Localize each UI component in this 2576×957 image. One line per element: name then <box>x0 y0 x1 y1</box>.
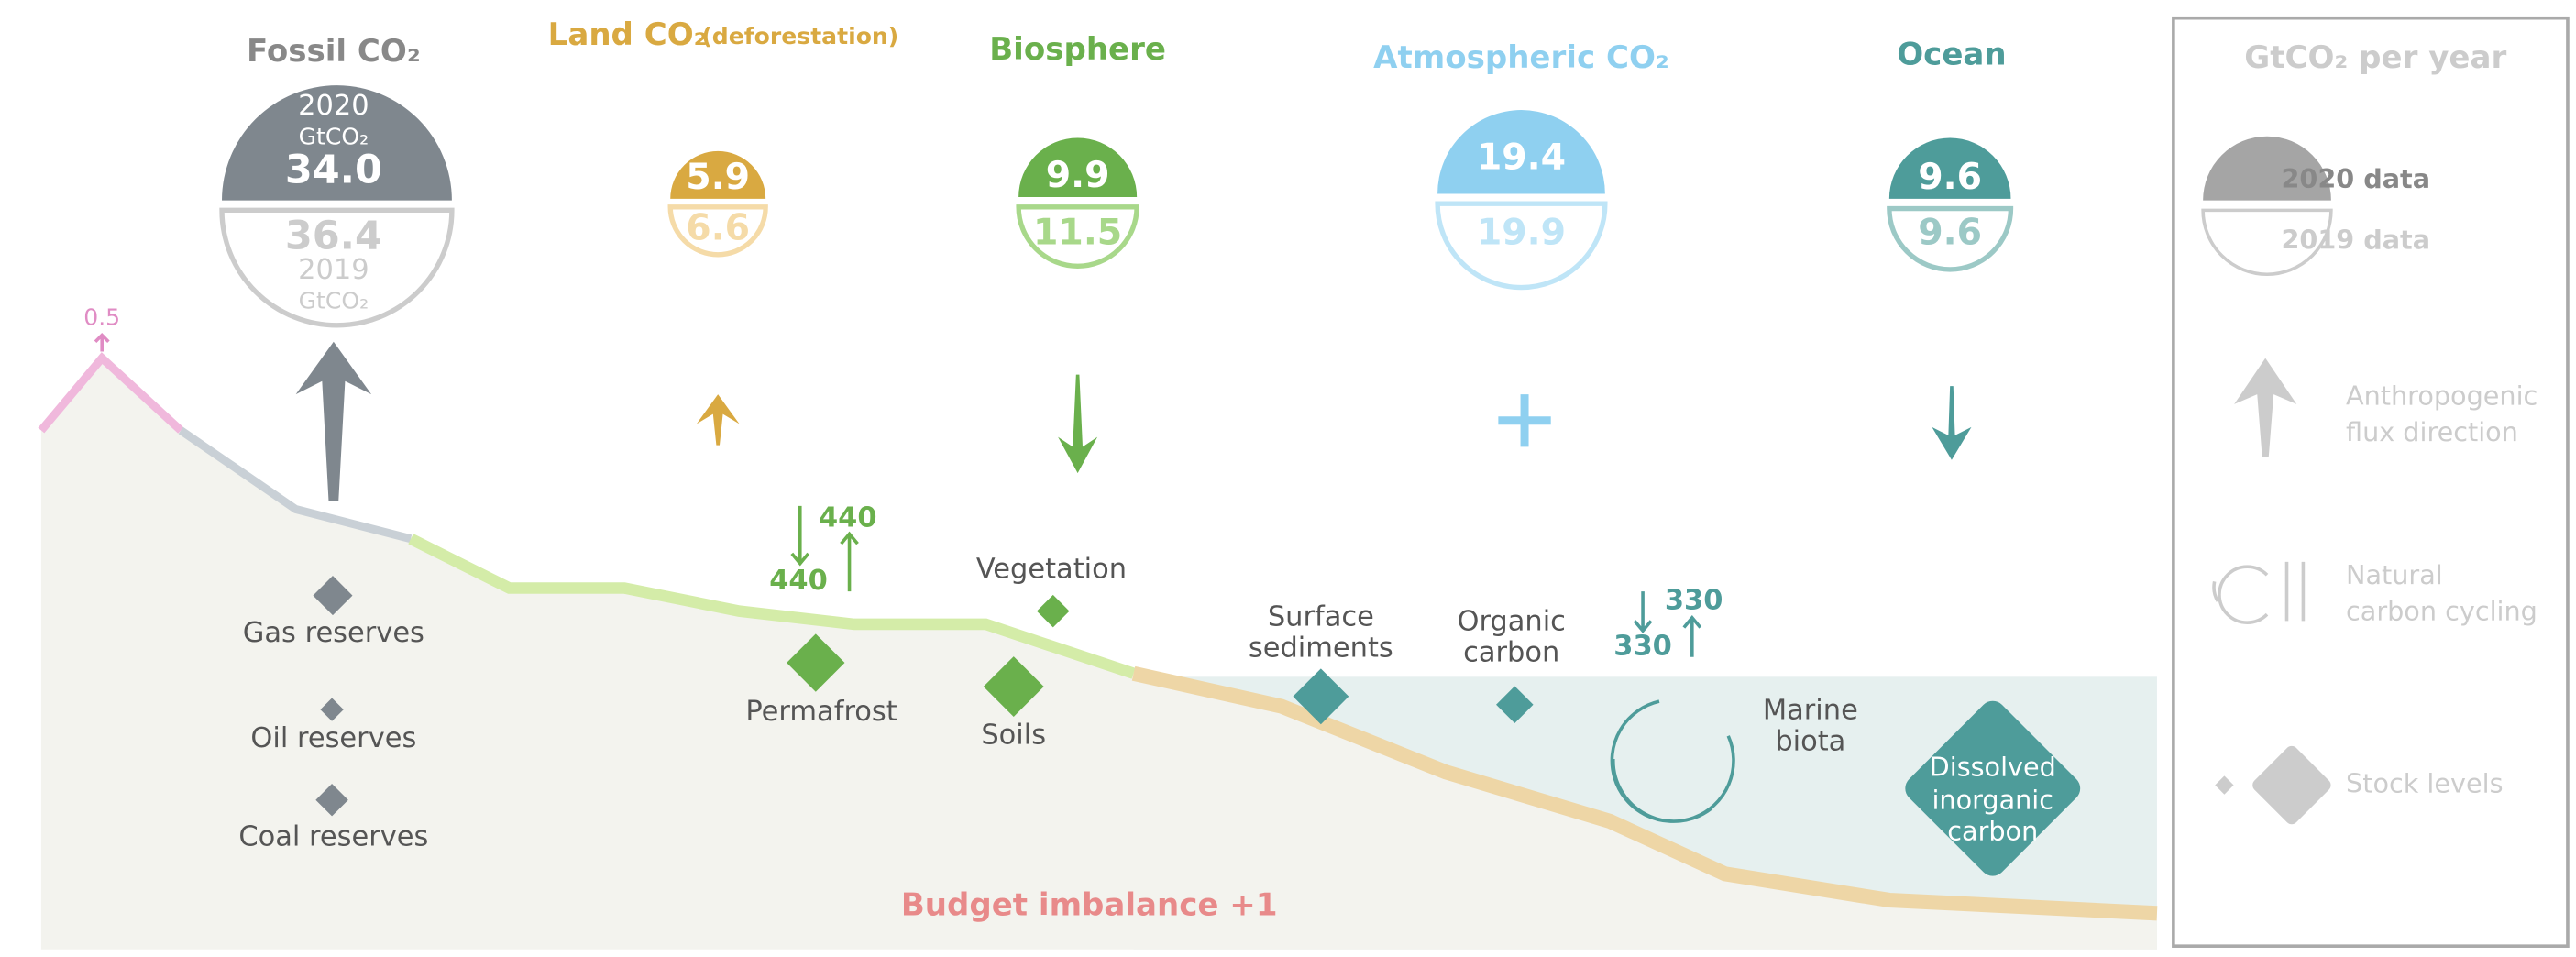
legend-label: Anthropogenic <box>2346 380 2537 412</box>
legend-label: 2019 data <box>2281 224 2430 255</box>
sediment-band <box>1131 666 2158 921</box>
biosphere-2020 <box>1018 138 1138 198</box>
biosphere-value: 11.5 <box>1033 212 1122 254</box>
stock-label: carbon <box>1947 816 2038 847</box>
cycle-value: 330 <box>1613 631 1672 663</box>
stock-label: Dissolved <box>1930 752 2056 783</box>
stock-label: Oil reserves <box>250 722 416 754</box>
down-arrow <box>1058 374 1098 474</box>
fossil-unit: GtCO₂ <box>299 124 369 150</box>
ground <box>40 358 2157 950</box>
legend-box <box>2172 16 2570 948</box>
stock-label: Organic <box>1457 606 1565 638</box>
stock-label: Marine <box>1763 694 1858 726</box>
stock <box>1037 594 1070 628</box>
stock-label: Soils <box>981 719 1046 751</box>
cycle-arrows <box>790 505 859 592</box>
cycle-value: 440 <box>769 565 828 597</box>
stock-label: carbon <box>1463 637 1559 669</box>
cycle-arrows <box>1633 591 1702 657</box>
stock-label: Permafrost <box>745 696 897 728</box>
fossil-value: 34.0 <box>285 148 382 193</box>
legend-label: 2020 data <box>2281 163 2430 194</box>
legend-label: carbon cycling <box>2346 595 2537 626</box>
stock-label: Surface <box>1268 600 1374 632</box>
stock <box>320 698 344 721</box>
vegetation-ridge <box>408 534 1136 679</box>
legend-cycle <box>2212 561 2306 624</box>
cycle-value: 330 <box>1665 584 1723 616</box>
stock <box>983 656 1044 717</box>
biosphere-2019 <box>1016 204 1139 269</box>
ocean-2019 <box>1887 205 2014 272</box>
legend-label: flux direction <box>2346 416 2518 447</box>
land-value: 5.9 <box>686 156 750 198</box>
volcano-ridge <box>38 352 184 434</box>
ocean-title: Ocean <box>1897 36 2006 72</box>
stock-label: Gas reserves <box>243 617 424 649</box>
land-note: (deforestation) <box>701 23 898 50</box>
stock-label: Coal reserves <box>238 820 428 852</box>
stock-label: Vegetation <box>976 553 1127 585</box>
down-arrow <box>1932 386 1972 460</box>
budget-imbalance: Budget imbalance +1 <box>901 887 1278 924</box>
ocean-2020 <box>1888 138 2011 199</box>
fossil-title: Fossil CO₂ <box>247 33 421 70</box>
atmosphere-2020 <box>1437 110 1605 194</box>
fossil-2020 <box>222 85 452 201</box>
stock <box>1293 668 1349 725</box>
legend-label: Natural <box>2346 559 2443 590</box>
up-arrow <box>94 333 110 352</box>
land-value: 6.6 <box>686 206 750 248</box>
stock-label: inorganic <box>1932 784 2053 815</box>
land-2020 <box>670 150 766 199</box>
legend-title: GtCO₂ per year <box>2244 39 2506 76</box>
fossil-value: 36.4 <box>285 213 382 258</box>
fossil-unit: GtCO₂ <box>299 288 369 314</box>
land-2019 <box>667 204 768 258</box>
cycle-value: 440 <box>819 502 877 534</box>
legend-2020 <box>2203 136 2331 201</box>
atmosphere-value: 19.9 <box>1477 212 1566 254</box>
land-title: Land CO₂ <box>548 16 708 53</box>
fossil-year: 2019 <box>298 254 369 286</box>
stock <box>1496 686 1534 724</box>
biosphere-title: Biosphere <box>989 31 1166 68</box>
legend-label: Stock levels <box>2346 768 2504 799</box>
plus <box>1498 394 1551 447</box>
legend-2019 <box>2201 208 2333 277</box>
up-arrow <box>696 394 740 446</box>
up-arrow <box>295 341 372 501</box>
atmosphere-value: 19.4 <box>1477 136 1566 178</box>
fossil-year: 2020 <box>298 90 369 122</box>
ocean-value: 9.6 <box>1918 212 1982 254</box>
fossil-2019 <box>219 207 455 328</box>
legend-stock <box>2215 776 2234 795</box>
biosphere-value: 9.9 <box>1046 154 1110 196</box>
legend-arrow <box>2234 358 2297 457</box>
stock <box>787 633 845 692</box>
volcano-value: 0.5 <box>83 304 120 331</box>
stock-label: biota <box>1775 725 1845 757</box>
ocean-value: 9.6 <box>1918 156 1982 198</box>
atmosphere-2019 <box>1435 201 1608 291</box>
ridge <box>178 426 413 544</box>
atmosphere-title: Atmospheric CO₂ <box>1373 39 1669 76</box>
legend-stock <box>2252 745 2331 825</box>
cycle-circle <box>1610 699 1735 823</box>
stock <box>1905 700 2081 876</box>
stock-label: sediments <box>1249 632 1393 664</box>
